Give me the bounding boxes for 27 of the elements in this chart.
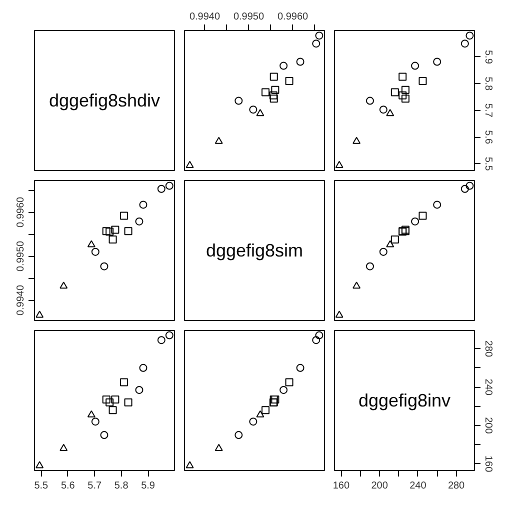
x-tick-label: 5.5 xyxy=(34,480,49,492)
y-tick-label: 5.9 xyxy=(482,50,494,64)
y-tick-label: 0.9950 xyxy=(16,240,26,272)
y-tick-label: 5.6 xyxy=(482,130,494,144)
x-tick-label: 5.7 xyxy=(88,480,102,492)
x-tick-label: 200 xyxy=(371,480,388,492)
x-tick-label: 0.9960 xyxy=(278,12,309,22)
x-tick-label: 0.9950 xyxy=(233,12,265,22)
x-tick-label: 240 xyxy=(410,480,427,492)
y-tick-label: 280 xyxy=(482,340,494,358)
y-tick-label: 160 xyxy=(482,455,494,473)
x-tick-label: 5.9 xyxy=(141,480,156,492)
y-tick-label: 200 xyxy=(482,417,494,434)
text: dggefig8sim xyxy=(206,240,304,260)
x-tick-label: 5.6 xyxy=(60,480,76,492)
x-tick-label: 5.8 xyxy=(114,480,129,492)
x-tick-label: 280 xyxy=(448,480,466,492)
y-tick-label: 5.8 xyxy=(482,76,494,92)
y-tick-label: 0.9960 xyxy=(16,196,26,228)
text: dggefig8inv xyxy=(358,390,451,410)
y-tick-label: 5.5 xyxy=(482,156,494,172)
y-tick-label: 240 xyxy=(482,378,494,396)
text: dggefig8shdiv xyxy=(48,90,160,110)
x-tick-label: 160 xyxy=(332,480,350,492)
x-tick-label: 0.9940 xyxy=(189,12,220,22)
y-tick-label: 5.7 xyxy=(482,103,494,118)
y-tick-label: 0.9940 xyxy=(16,284,26,316)
